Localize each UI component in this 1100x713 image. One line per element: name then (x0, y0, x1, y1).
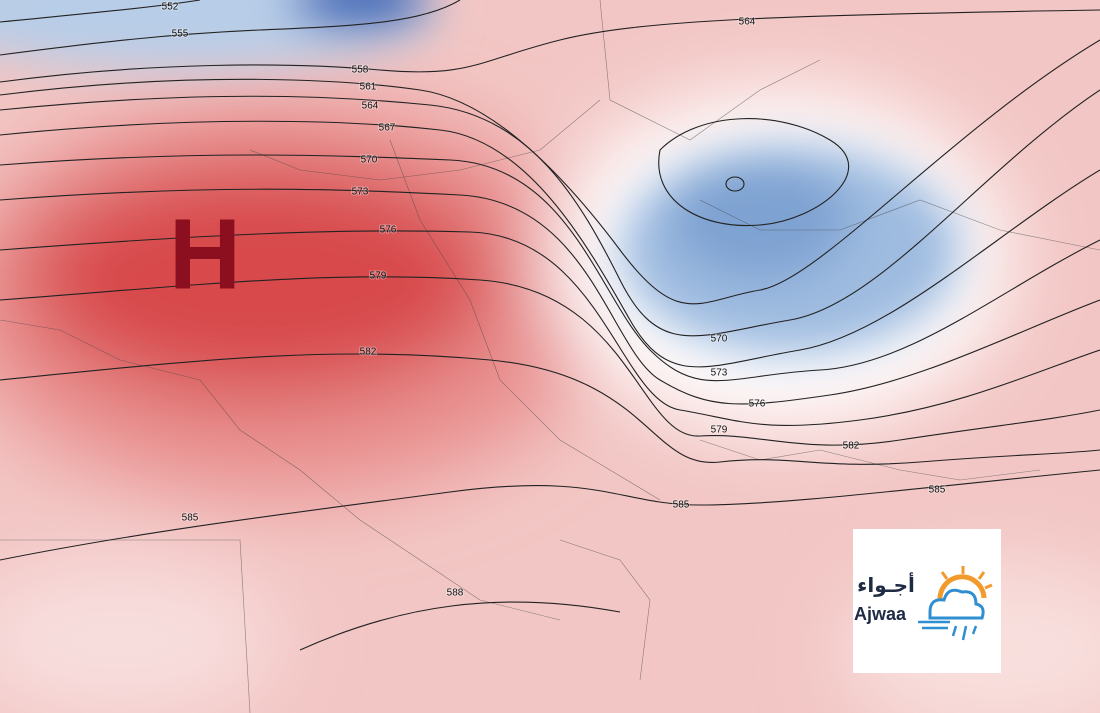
logo: أجـواء Ajwaa (853, 529, 1001, 673)
contour-labels: 5525555585615645675705735765795825855885… (161, 1, 947, 600)
contour-label: 573 (352, 187, 369, 198)
contour-label: 552 (162, 2, 179, 13)
contour-label: 582 (843, 441, 860, 452)
contour-label: 564 (362, 101, 379, 112)
contour-label: 555 (172, 29, 189, 40)
logo-arabic: أجـواء (857, 571, 915, 597)
logo-wind (918, 620, 978, 641)
logo-cloud (928, 588, 985, 620)
contour-label: 576 (749, 399, 766, 410)
contour-label: 570 (711, 334, 728, 345)
contour-label: 576 (380, 225, 397, 236)
contour-label: 585 (673, 500, 690, 511)
contour-label: 579 (370, 271, 387, 282)
contour-label: 564 (739, 17, 756, 28)
logo-rays (940, 566, 993, 590)
logo-sun (937, 574, 987, 610)
contour-label: 585 (929, 485, 946, 496)
contour-label: 567 (379, 123, 396, 134)
contour-label: 570 (361, 155, 378, 166)
contour-label: 573 (711, 368, 728, 379)
contour-label: 582 (360, 347, 377, 358)
logo-latin: Ajwaa (854, 604, 907, 624)
contour-label: 585 (182, 513, 199, 524)
contour-label: 588 (447, 588, 464, 599)
contours (0, 0, 1100, 651)
contour-label: 579 (711, 425, 728, 436)
high-pressure-label: H (169, 198, 241, 310)
contour-label: 561 (360, 82, 377, 93)
contour-label: 558 (352, 65, 369, 76)
